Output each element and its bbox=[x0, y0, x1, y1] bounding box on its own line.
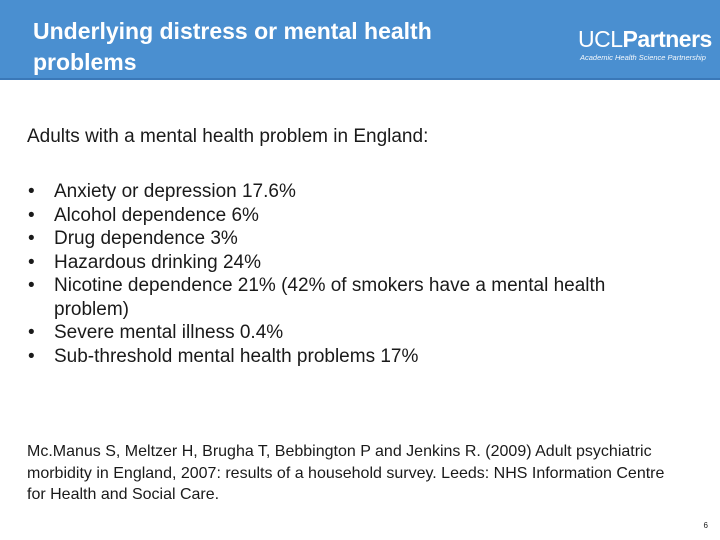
slide-header: Underlying distress or mental health pro… bbox=[0, 0, 720, 80]
bullet-text: Severe mental illness 0.4% bbox=[54, 322, 284, 343]
bullet-text: Alcohol dependence 6% bbox=[54, 204, 259, 226]
intro-text: Adults with a mental health problem in E… bbox=[27, 126, 429, 147]
bullet-list: • Anxiety or depression 17.6% • Alcohol de… bbox=[28, 180, 668, 368]
logo-brand-ucl: UCL bbox=[578, 26, 623, 52]
bullet-dot: • bbox=[28, 345, 35, 367]
bullet-item: • Nicotine dependence 21% (42% of smokers… bbox=[28, 274, 668, 321]
bullet-text: Sub-threshold mental health problems 17% bbox=[54, 345, 419, 367]
header-divider bbox=[0, 78, 720, 80]
bullet-dot: • bbox=[28, 228, 35, 249]
bullet-item: • Hazardous drinking 24% bbox=[28, 251, 668, 275]
bullet-item: • Severe mental illness 0.4% bbox=[28, 321, 668, 345]
bullet-text: Nicotine dependence 21% (42% of smokers … bbox=[54, 275, 606, 320]
bullet-dot: • bbox=[28, 322, 35, 343]
bullet-text: Anxiety or depression 17.6% bbox=[54, 181, 296, 202]
uclpartners-logo: UCLPartners Academic Health Science Part… bbox=[578, 26, 712, 66]
bullet-item: • Sub-threshold mental health problems 17… bbox=[28, 345, 668, 369]
bullet-dot: • bbox=[28, 251, 35, 273]
logo-brand-partners: Partners bbox=[622, 26, 713, 52]
slide-title: Underlying distress or mental health pro… bbox=[33, 18, 432, 75]
bullet-dot: • bbox=[28, 204, 35, 226]
logo-wordmark: UCLPartners bbox=[578, 26, 712, 52]
reference-citation: Mc.Manus S, Meltzer H, Brugha T, Bebbing… bbox=[27, 443, 665, 503]
bullet-text: Hazardous drinking 24% bbox=[54, 251, 262, 273]
bullet-item: • Alcohol dependence 6% bbox=[28, 204, 668, 228]
bullet-dot: • bbox=[28, 275, 35, 296]
page-number: 6 bbox=[703, 521, 708, 530]
bullet-dot: • bbox=[28, 181, 35, 202]
bullet-item: • Drug dependence 3% bbox=[28, 227, 668, 251]
bullet-text: Drug dependence 3% bbox=[54, 228, 238, 249]
logo-tagline: Academic Health Science Partnership bbox=[580, 53, 706, 62]
bullet-item: • Anxiety or depression 17.6% bbox=[28, 180, 668, 204]
